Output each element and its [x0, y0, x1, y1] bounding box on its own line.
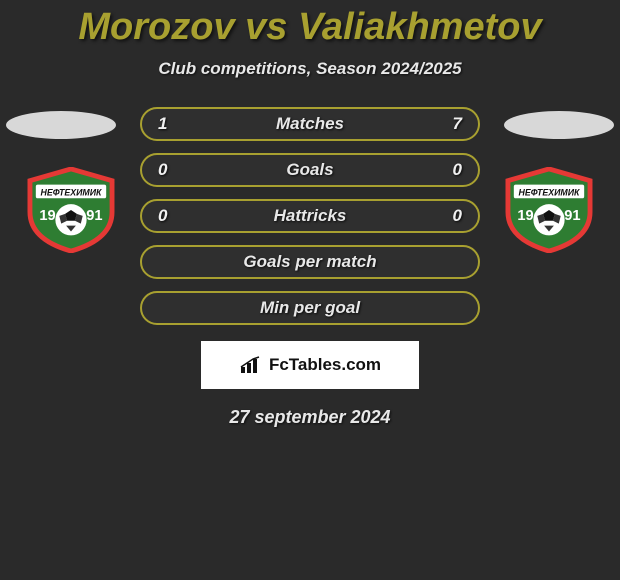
svg-text:НЕФТЕХИМИК: НЕФТЕХИМИК — [41, 187, 103, 197]
club-badge-left: НЕФТЕХИМИК 19 91 — [22, 167, 120, 253]
main-panel: НЕФТЕХИМИК 19 91 НЕФТЕХИМИК 19 91 1 Matc — [0, 107, 620, 428]
svg-text:НЕФТЕХИМИК: НЕФТЕХИМИК — [519, 187, 581, 197]
stat-row: 0 Goals 0 — [140, 153, 480, 187]
stat-left-value: 0 — [158, 206, 178, 226]
player-right-oval — [504, 111, 614, 139]
svg-text:19: 19 — [39, 208, 55, 224]
stat-right-value: 0 — [442, 206, 462, 226]
player-left-oval — [6, 111, 116, 139]
stat-label: Hattricks — [274, 206, 347, 226]
svg-text:91: 91 — [564, 208, 580, 224]
shield-icon: НЕФТЕХИМИК 19 91 — [500, 167, 598, 253]
stat-label: Goals per match — [243, 252, 376, 272]
club-badge-right: НЕФТЕХИМИК 19 91 — [500, 167, 598, 253]
svg-text:91: 91 — [86, 208, 102, 224]
stat-label: Matches — [276, 114, 344, 134]
stat-right-value: 7 — [442, 114, 462, 134]
stats-container: 1 Matches 7 0 Goals 0 0 Hattricks 0 Goal… — [140, 107, 480, 325]
brand-box: FcTables.com — [201, 341, 419, 389]
comparison-title: Morozov vs Valiakhmetov — [0, 0, 620, 49]
comparison-subtitle: Club competitions, Season 2024/2025 — [0, 59, 620, 79]
stat-left-value: 0 — [158, 160, 178, 180]
stat-label: Min per goal — [260, 298, 360, 318]
date-label: 27 september 2024 — [0, 407, 620, 428]
shield-icon: НЕФТЕХИМИК 19 91 — [22, 167, 120, 253]
stat-row: Min per goal — [140, 291, 480, 325]
stat-right-value: 0 — [442, 160, 462, 180]
stat-left-value: 1 — [158, 114, 178, 134]
stat-row: 0 Hattricks 0 — [140, 199, 480, 233]
svg-text:19: 19 — [517, 208, 533, 224]
stat-row: 1 Matches 7 — [140, 107, 480, 141]
bar-chart-icon — [239, 355, 263, 375]
stat-label: Goals — [286, 160, 333, 180]
stat-row: Goals per match — [140, 245, 480, 279]
brand-label: FcTables.com — [269, 355, 381, 375]
